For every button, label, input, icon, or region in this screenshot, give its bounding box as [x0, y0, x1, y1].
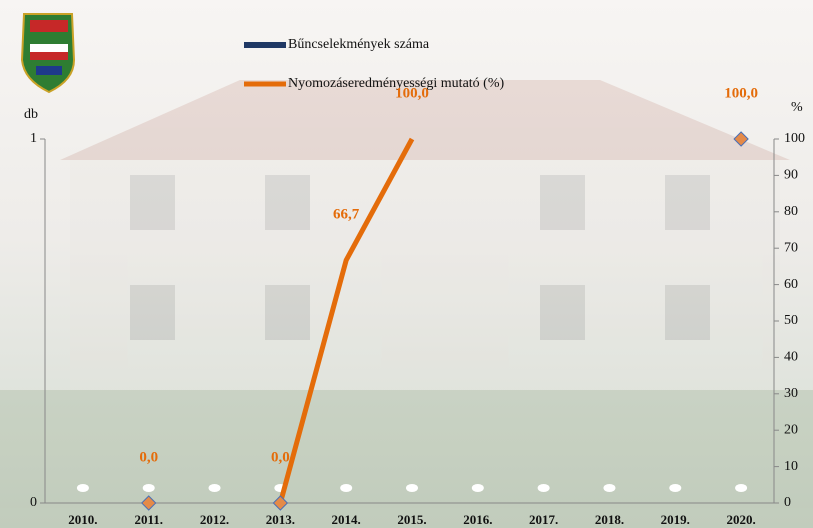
- line: [277, 137, 415, 504]
- bar-marker: [669, 484, 682, 492]
- data-label: 100,0: [395, 85, 429, 101]
- point-marker: [141, 495, 157, 511]
- x-tick-label: 2010.: [68, 512, 97, 527]
- y2-tick-label: 100: [784, 131, 805, 146]
- y-axis-label: db: [24, 107, 38, 122]
- bar-marker: [735, 484, 748, 492]
- y2-tick-label: 20: [784, 422, 798, 437]
- y2-tick-label: 10: [784, 459, 798, 474]
- y-tick-label: 1: [30, 131, 37, 146]
- y2-tick-label: 30: [784, 386, 798, 401]
- x-tick-label: 2014.: [332, 512, 361, 527]
- bar-marker: [142, 484, 155, 492]
- bar-marker: [406, 484, 418, 492]
- data-label: 0,0: [139, 449, 158, 465]
- point-marker: [272, 495, 289, 511]
- police-logo: [20, 13, 76, 94]
- x-tick-label: 2011.: [134, 512, 163, 527]
- y2-tick-label: 80: [784, 204, 798, 219]
- y2-axis-label: %: [791, 100, 803, 115]
- legend-label: Bűncselekmények száma: [288, 37, 430, 52]
- x-tick-label: 2018.: [595, 512, 624, 527]
- bar-marker: [471, 484, 484, 492]
- data-label: 0,0: [271, 449, 290, 465]
- data-label: 66,7: [333, 207, 360, 223]
- legend-swatch: [244, 42, 286, 48]
- bar-marker: [340, 484, 353, 492]
- x-tick-label: 2013.: [266, 512, 295, 527]
- bar-marker: [76, 484, 89, 492]
- x-tick-label: 2019.: [661, 512, 690, 527]
- y2-tick-label: 70: [784, 240, 798, 255]
- x-tick-label: 2012.: [200, 512, 229, 527]
- bar-marker: [208, 484, 221, 492]
- y2-tick-label: 0: [784, 495, 791, 510]
- data-label: 100,0: [724, 85, 758, 101]
- y-tick-label: 0: [30, 495, 37, 510]
- x-tick-label: 2016.: [463, 512, 492, 527]
- x-tick-label: 2017.: [529, 512, 558, 527]
- y2-tick-label: 90: [784, 168, 798, 183]
- x-tick-label: 2020.: [726, 512, 755, 527]
- x-tick-label: 2015.: [397, 512, 426, 527]
- bar-marker: [603, 484, 616, 492]
- point-marker: [733, 131, 749, 147]
- legend-label: Nyomozáseredményességi mutató (%): [288, 76, 504, 91]
- y2-tick-label: 40: [784, 350, 798, 365]
- y2-tick-label: 60: [784, 277, 798, 292]
- building-photo: [0, 80, 813, 528]
- bar-marker: [537, 484, 550, 492]
- y2-tick-label: 50: [784, 313, 798, 328]
